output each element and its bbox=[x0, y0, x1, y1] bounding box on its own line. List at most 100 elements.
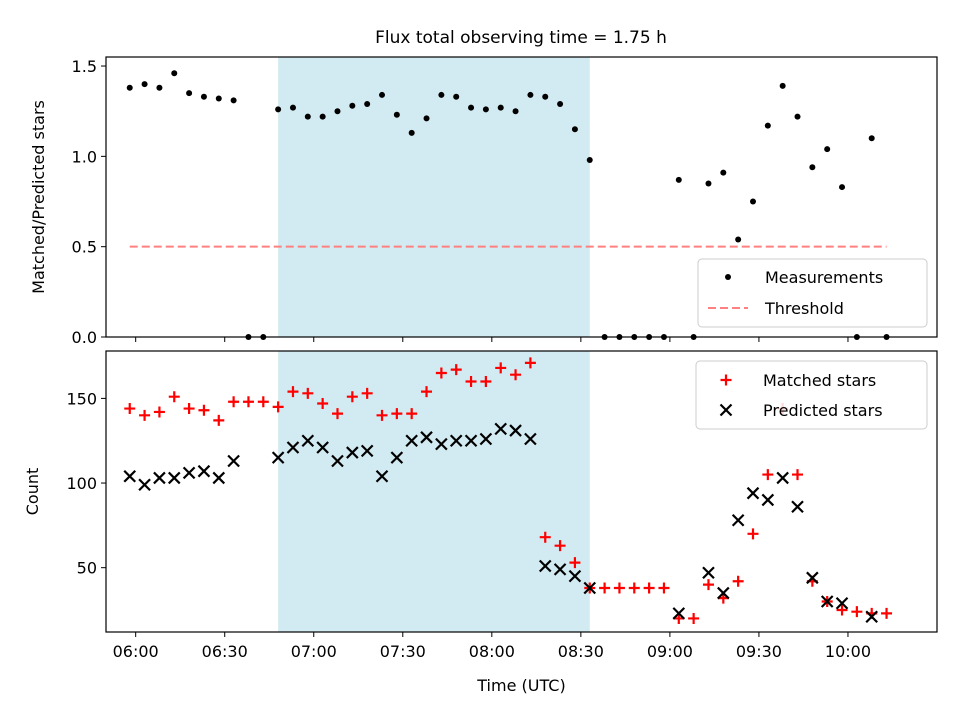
matched-point bbox=[361, 387, 373, 399]
matched-point bbox=[480, 375, 492, 387]
measurement-point bbox=[735, 236, 742, 243]
measurement-point bbox=[230, 97, 237, 104]
predicted-point bbox=[791, 500, 804, 514]
measurement-point bbox=[557, 100, 564, 107]
matched-point bbox=[495, 362, 507, 374]
legend-label-measurements: Measurements bbox=[765, 268, 883, 287]
measurement-point bbox=[749, 198, 756, 205]
predicted-point bbox=[420, 431, 433, 444]
measurement-point bbox=[868, 135, 875, 142]
matched-point bbox=[272, 401, 284, 413]
matched-point bbox=[510, 369, 522, 381]
x-tick-label: 07:30 bbox=[380, 642, 426, 661]
measurement-point bbox=[482, 106, 489, 113]
predicted-point bbox=[405, 434, 418, 447]
measurement-point bbox=[839, 184, 846, 191]
measurement-point bbox=[319, 113, 326, 120]
count-panel: 50 100 150 06:00 06:30 07:00 07:30 08:00 08:30 09… bbox=[23, 350, 938, 695]
y-tick-label: 0.5 bbox=[72, 238, 97, 257]
matched-point bbox=[465, 375, 477, 387]
matched-point bbox=[257, 396, 269, 408]
x-tick-label: 08:00 bbox=[469, 642, 515, 661]
chart-title: Flux total observing time = 1.75 h bbox=[375, 28, 667, 48]
legend-box bbox=[695, 360, 928, 430]
x-axis-label: Time (UTC) bbox=[476, 676, 565, 695]
predicted-point bbox=[746, 486, 760, 500]
predicted-point bbox=[672, 607, 686, 620]
y-tick-label: 50 bbox=[77, 559, 97, 578]
matched-point bbox=[198, 404, 210, 416]
measurement-point bbox=[809, 164, 816, 171]
measurement-point bbox=[423, 115, 430, 122]
axes-frame bbox=[105, 350, 938, 633]
matched-point bbox=[628, 582, 640, 594]
y-axis-label: Count bbox=[23, 468, 42, 516]
legend-label-threshold: Threshold bbox=[764, 299, 844, 318]
measurement-point bbox=[453, 93, 460, 100]
predicted-point bbox=[301, 434, 315, 447]
matched-point bbox=[153, 406, 165, 418]
measurement-point bbox=[200, 93, 207, 100]
measurement-point bbox=[275, 106, 282, 113]
predicted-point bbox=[197, 464, 211, 478]
measurement-point bbox=[304, 113, 311, 120]
predicted-point bbox=[153, 471, 166, 485]
matched-point bbox=[242, 396, 254, 408]
matched-point bbox=[421, 386, 433, 398]
predicted-point bbox=[806, 571, 819, 585]
y-tick-label: 1.5 bbox=[72, 57, 97, 76]
predicted-point bbox=[123, 469, 137, 483]
predicted-point bbox=[167, 471, 181, 485]
predicted-point bbox=[138, 478, 151, 492]
matched-point bbox=[539, 531, 551, 543]
matched-point bbox=[747, 528, 759, 540]
predicted-point bbox=[583, 581, 597, 595]
measurement-point bbox=[171, 70, 178, 77]
measurement-point bbox=[824, 146, 831, 153]
legend: Measurements Threshold bbox=[697, 258, 928, 328]
measurement-point bbox=[349, 102, 356, 109]
measurement-point bbox=[438, 91, 445, 98]
ratio-panel: 0.0 0.5 1.0 1.5 Matched/Predicted stars Measu… bbox=[29, 56, 938, 347]
predicted-point bbox=[731, 513, 745, 527]
x-tick-label: 10:00 bbox=[825, 642, 871, 661]
x-tick-label: 06:00 bbox=[113, 642, 159, 661]
matched-point bbox=[762, 469, 774, 481]
measurement-point bbox=[571, 126, 578, 133]
matched-point bbox=[702, 579, 714, 591]
y-tick-label: 100 bbox=[66, 474, 97, 493]
measurement-point bbox=[542, 93, 549, 100]
measurement-point bbox=[186, 90, 193, 97]
measurement-point bbox=[794, 113, 801, 120]
matched-point bbox=[836, 604, 848, 616]
measurement-point bbox=[527, 91, 534, 98]
predicted-point bbox=[568, 569, 582, 583]
measurement-point bbox=[393, 111, 400, 118]
matched-point bbox=[732, 575, 744, 587]
measurement-point bbox=[720, 169, 727, 176]
measurement-point bbox=[497, 104, 504, 111]
matched-point bbox=[287, 386, 299, 398]
matched-point bbox=[139, 409, 151, 421]
matched-point bbox=[331, 408, 343, 420]
matched-point bbox=[569, 557, 581, 569]
measurement-point bbox=[675, 176, 682, 183]
matched-point bbox=[213, 414, 225, 426]
predicted-point bbox=[464, 434, 478, 447]
predicted-point bbox=[182, 466, 196, 480]
matched-point bbox=[435, 367, 447, 379]
predicted-point bbox=[494, 422, 508, 436]
measurement-point bbox=[586, 156, 593, 163]
predicted-point bbox=[865, 610, 878, 624]
predicted-point bbox=[761, 493, 775, 507]
predicted-point bbox=[227, 454, 240, 468]
matched-point bbox=[317, 397, 329, 409]
matched-point bbox=[599, 582, 611, 594]
legend-marker-matched bbox=[720, 374, 732, 386]
y-tick-label: 150 bbox=[66, 389, 97, 408]
matched-point bbox=[613, 582, 625, 594]
matched-point bbox=[881, 607, 893, 619]
measurement-point bbox=[364, 100, 371, 107]
y-axis-label: Matched/Predicted stars bbox=[29, 100, 48, 294]
